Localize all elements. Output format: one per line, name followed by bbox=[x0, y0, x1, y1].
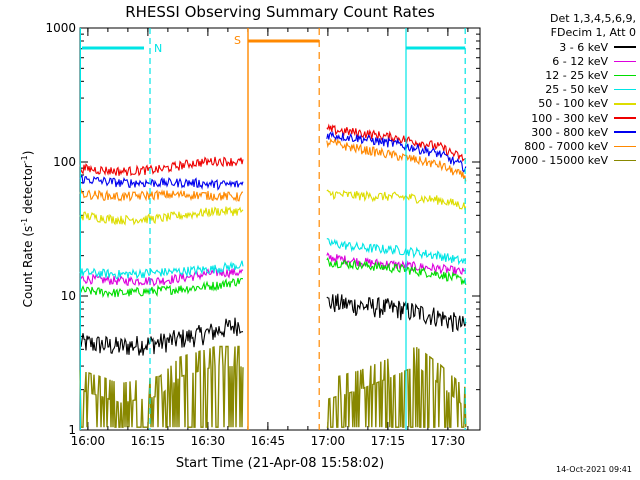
x-axis-label: Start Time (21-Apr-08 15:58:02) bbox=[176, 456, 384, 471]
legend-entry: 300 - 800 keV bbox=[482, 125, 636, 139]
y-tick-label: 10 bbox=[61, 289, 76, 303]
legend-entry: 25 - 50 keV bbox=[482, 83, 636, 97]
legend-swatch bbox=[614, 103, 636, 105]
legend-header-detectors: Det 1,3,4,5,6,9, bbox=[549, 12, 636, 25]
legend-swatch bbox=[614, 60, 636, 63]
x-tick-label: 16:45 bbox=[251, 434, 286, 448]
x-tick-label: 16:15 bbox=[131, 434, 166, 448]
series-line bbox=[326, 189, 467, 211]
series-line bbox=[79, 260, 244, 280]
series-line bbox=[326, 257, 467, 285]
y-tick-label: 1 bbox=[68, 423, 76, 437]
x-tick-label: 17:15 bbox=[371, 434, 406, 448]
chart-title: RHESSI Observing Summary Count Rates bbox=[125, 3, 435, 21]
plot-frame bbox=[79, 27, 481, 431]
series-line bbox=[79, 317, 244, 356]
series-50-100kev bbox=[79, 189, 467, 226]
x-tick-label: 16:30 bbox=[191, 434, 226, 448]
legend-swatch bbox=[614, 145, 636, 148]
y-tick-label: 1000 bbox=[45, 21, 76, 35]
saa-label: S bbox=[234, 34, 241, 47]
legend-swatch bbox=[614, 74, 636, 77]
legend-swatch bbox=[614, 88, 636, 91]
legend-entry-label: 6 - 12 keV bbox=[552, 54, 608, 68]
legend-entry-label: 25 - 50 keV bbox=[545, 83, 608, 97]
legend-entry-label: 7000 - 15000 keV bbox=[510, 154, 608, 168]
legend-entry-label: 100 - 300 keV bbox=[531, 111, 608, 125]
series-7000-15000kev bbox=[79, 345, 467, 428]
series-800-7000kev bbox=[79, 137, 467, 203]
y-axis: 1 10 100 1000 bbox=[45, 21, 480, 437]
series-3-6kev bbox=[79, 293, 467, 356]
series-line bbox=[79, 156, 244, 177]
legend-swatch bbox=[614, 46, 636, 48]
legend: Det 1,3,4,5,6,9, FDecim 1, Att 0 3 - 6 k… bbox=[482, 12, 636, 168]
series-line bbox=[79, 175, 244, 191]
series-line bbox=[79, 277, 243, 299]
night-label: N bbox=[154, 42, 162, 55]
series-12-25kev bbox=[79, 257, 467, 299]
legend-swatch bbox=[614, 131, 636, 133]
legend-swatch bbox=[614, 159, 636, 162]
y-axis-label: Count Rate (s-1 detector-1) bbox=[20, 151, 35, 308]
legend-entry-label: 12 - 25 keV bbox=[545, 68, 608, 82]
legend-entry: 50 - 100 keV bbox=[482, 97, 636, 111]
legend-entry: 7000 - 15000 keV bbox=[482, 154, 636, 168]
night-marker: N bbox=[79, 28, 466, 430]
series-25-50kev bbox=[79, 238, 467, 280]
legend-header-decimation: FDecim 1, Att 0 bbox=[550, 26, 636, 39]
series-line bbox=[326, 123, 467, 163]
legend-entry: 800 - 7000 keV bbox=[482, 139, 636, 153]
series-line bbox=[79, 206, 244, 226]
legend-entry-label: 300 - 800 keV bbox=[531, 125, 608, 139]
series-line bbox=[326, 347, 467, 428]
legend-entry-label: 3 - 6 keV bbox=[559, 40, 608, 54]
y-tick-label: 100 bbox=[53, 155, 76, 169]
series-line bbox=[79, 345, 244, 428]
x-tick-label: 17:30 bbox=[431, 434, 466, 448]
series-300-800kev bbox=[79, 130, 467, 191]
legend-entry: 12 - 25 keV bbox=[482, 68, 636, 82]
series-100-300kev bbox=[79, 123, 467, 177]
series-line bbox=[326, 137, 467, 182]
series-line bbox=[326, 293, 467, 333]
x-tick-label: 17:00 bbox=[311, 434, 346, 448]
series-line bbox=[326, 238, 467, 266]
legend-swatch bbox=[614, 117, 636, 119]
series-line bbox=[326, 130, 467, 173]
legend-entry: 3 - 6 keV bbox=[482, 40, 636, 54]
legend-entry: 6 - 12 keV bbox=[482, 54, 636, 68]
legend-entry-label: 50 - 100 keV bbox=[538, 97, 608, 111]
legend-entry: 100 - 300 keV bbox=[482, 111, 636, 125]
generation-timestamp: 14-Oct-2021 09:41 bbox=[556, 465, 632, 474]
legend-entry-label: 800 - 7000 keV bbox=[524, 139, 608, 153]
saa-marker: S bbox=[234, 28, 320, 430]
series-line bbox=[79, 187, 244, 203]
x-tick-label: 16:00 bbox=[71, 434, 106, 448]
series-group bbox=[79, 123, 467, 428]
series-6-12kev bbox=[79, 252, 466, 287]
